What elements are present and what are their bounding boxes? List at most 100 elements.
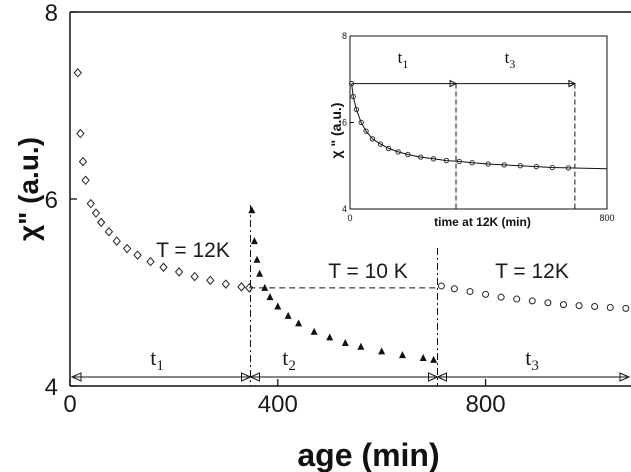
main-ticks: 0 400 800 4 6 8 age (min) χ" (a.u.): [13, 0, 506, 472]
circle-data-point: [437, 282, 445, 290]
circle-data-point: [575, 302, 583, 310]
inset-circle-data-point: [533, 163, 539, 170]
circle-data-point: [606, 303, 614, 311]
triangle-data-point: [253, 255, 261, 263]
diamond-data-point: [86, 198, 95, 209]
triangle-data-point: [256, 269, 264, 277]
circle-data-point: [482, 290, 490, 298]
diamond-data-point: [237, 282, 246, 292]
triangle-data-point: [341, 338, 349, 346]
interval-arrow-t1-head-left: [70, 372, 82, 382]
inset-circle-data-point: [485, 161, 491, 167]
diamond-data-point: [190, 271, 199, 282]
diamond-data-point: [245, 283, 254, 293]
triangle-data-point: [430, 355, 438, 363]
circle-data-point: [559, 301, 567, 309]
diamond-data-point: [206, 275, 215, 286]
main-y-tick-label: 8: [45, 0, 58, 27]
diamond-data-point: [133, 250, 142, 260]
inset-circle-data-point: [418, 154, 424, 160]
main-text-labels: T = 12K t1 T = 10 K t2 T = 12K t3: [150, 239, 569, 374]
circle-data-point: [450, 285, 458, 293]
interval-arrow-t1-head-right: [241, 372, 252, 382]
interval-label: t1: [150, 345, 164, 374]
main-data-points: [73, 68, 630, 363]
interval-arrow-t3-head-right: [619, 372, 631, 382]
inset-y-axis-label: χ " (a.u.): [328, 103, 344, 159]
triangle-data-point: [248, 206, 256, 214]
interval-label: t2: [282, 345, 296, 374]
y-axis-label: χ" (a.u.): [13, 137, 44, 241]
inset-fit-curve: [351, 83, 608, 170]
interval-arrow-t3-head-left: [436, 372, 448, 382]
inset-circle-data-point: [358, 119, 364, 126]
diamond-data-point: [146, 256, 155, 267]
main-guides: [70, 205, 631, 386]
inset-plot: 0 800 4 6 8 time at 12K (min) χ " (a.u.) t1 t3: [328, 31, 615, 229]
inset-x-axis-label: time at 12K (min): [434, 215, 531, 229]
circle-data-point: [528, 297, 536, 305]
inset-x-tick-label: 0: [347, 213, 352, 223]
inset-interval-label: t1: [398, 48, 409, 71]
interval-arrow-t2-head-left: [249, 372, 261, 382]
main-plot: 0 400 800 4 6 8 age (min) χ" (a.u.) T = 12K t1 T …: [13, 0, 631, 472]
inset-guides: [351, 79, 608, 209]
main-x-tick-label: 0: [63, 391, 76, 418]
inset-circle-data-point: [501, 162, 507, 168]
circle-data-point: [513, 295, 521, 303]
diamond-data-point: [76, 128, 85, 139]
temperature-label: T = 10 K: [328, 260, 408, 283]
main-y-tick-label: 6: [45, 187, 58, 214]
triangle-data-point: [261, 283, 269, 291]
inset-circle-data-point: [385, 145, 392, 152]
circle-data-point: [591, 303, 599, 311]
inset-y-tick-label: 8: [342, 31, 347, 41]
interval-label: t3: [525, 345, 539, 374]
triangle-data-point: [326, 333, 334, 341]
diamond-data-point: [78, 156, 88, 167]
inset-circle-data-point: [565, 165, 572, 171]
inset-interval-arrow-t3-head: [568, 79, 576, 88]
inset-circle-data-point: [549, 164, 556, 171]
inset-interval-label: t3: [505, 48, 516, 71]
diamond-data-point: [81, 175, 90, 186]
triangle-data-point: [378, 347, 386, 355]
triangle-data-point: [398, 351, 406, 359]
main-y-tick-label: 4: [45, 374, 58, 401]
diamond-data-point: [112, 236, 121, 246]
inset-ticks: 0 800 4 6 8 time at 12K (min) χ " (a.u.): [328, 31, 615, 229]
inset-circle-data-point: [369, 136, 376, 142]
inset-y-tick-label: 4: [342, 204, 347, 214]
inset-circle-data-point: [517, 163, 523, 169]
diamond-data-point: [104, 226, 114, 237]
circle-data-point: [466, 288, 474, 296]
main-x-tick-label: 800: [466, 391, 506, 418]
triangle-data-point: [284, 311, 292, 319]
diamond-data-point: [97, 217, 106, 228]
triangle-data-point: [250, 237, 258, 245]
triangle-data-point: [310, 327, 318, 335]
inset-data-points: [348, 80, 572, 171]
circle-data-point: [497, 293, 505, 301]
triangle-data-point: [295, 319, 303, 327]
diamond-data-point: [73, 68, 82, 78]
x-axis-label: age (min): [297, 437, 439, 472]
inset-circle-data-point: [350, 93, 356, 100]
diamond-data-point: [221, 279, 230, 289]
inset-frame: [349, 35, 608, 210]
inset-x-tick-label: 800: [599, 213, 614, 223]
temperature-label: T = 12K: [495, 260, 569, 283]
diamond-data-point: [159, 262, 168, 273]
inset-circle-data-point: [363, 128, 369, 134]
main-x-tick-label: 400: [258, 391, 298, 418]
inset-circle-data-point: [469, 160, 475, 166]
diamond-data-point: [122, 243, 132, 254]
triangle-data-point: [274, 302, 282, 310]
triangle-data-point: [266, 293, 274, 301]
inset-circle-data-point: [395, 149, 401, 155]
inset-circle-data-point: [353, 106, 360, 113]
triangle-data-point: [357, 342, 365, 350]
inset-circle-data-point: [456, 158, 462, 165]
circle-data-point: [622, 304, 630, 312]
